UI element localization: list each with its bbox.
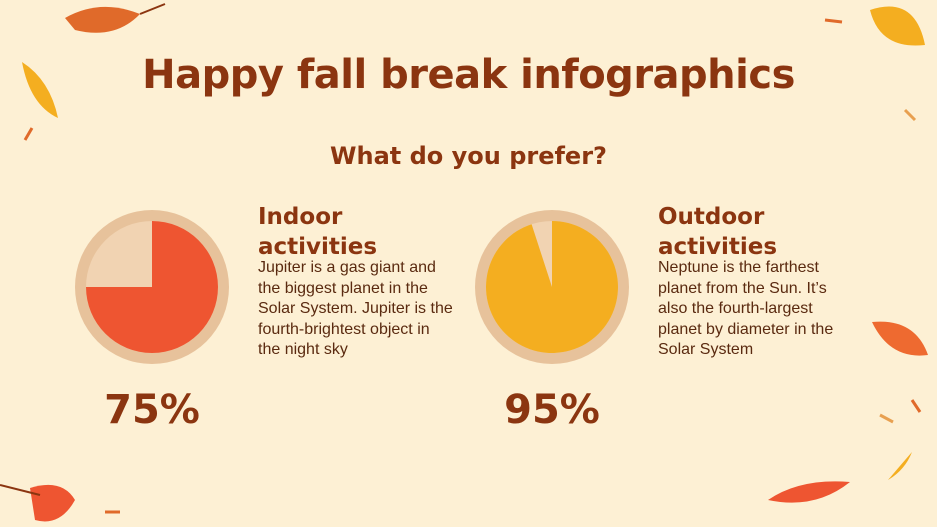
value-label: 75% [104,387,200,433]
heading: Indoor activities [258,204,378,260]
description: Neptune is the farthest planet from the … [658,259,834,358]
description: Jupiter is a gas giant and the biggest p… [258,259,453,358]
leaves [0,3,928,522]
subtitle: What do you prefer? [330,142,607,170]
pie-slice [86,221,218,353]
pie-slice [485,221,618,353]
heading: Outdoor activities [658,204,778,260]
value-label: 95% [504,387,600,433]
title: Happy fall break infographics [142,52,795,98]
